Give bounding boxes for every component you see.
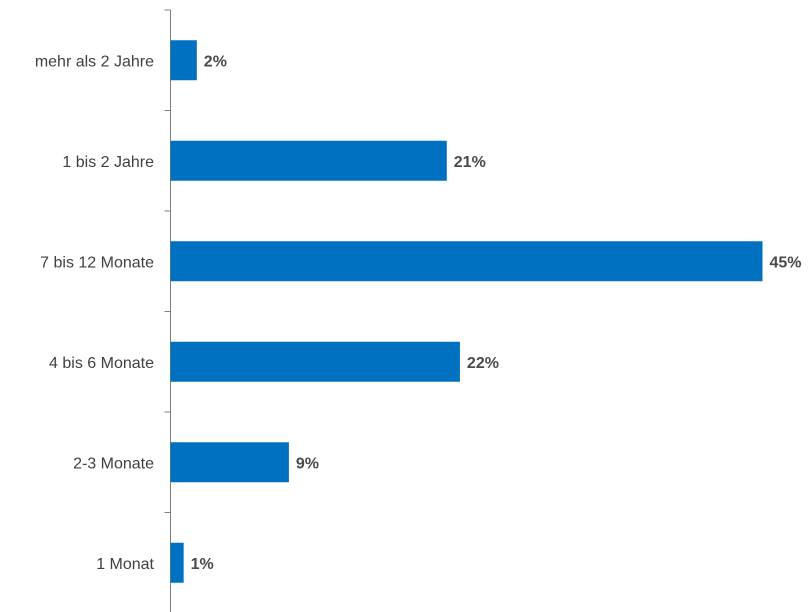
category-label: 2-3 Monate: [73, 455, 154, 472]
bar-series: [170, 40, 763, 583]
bar: [170, 241, 763, 282]
data-label: 9%: [296, 455, 319, 472]
bar: [170, 442, 289, 483]
bar: [170, 140, 447, 181]
bar: [170, 341, 460, 382]
bar: [170, 40, 197, 81]
category-label: mehr als 2 Jahre: [35, 53, 154, 70]
data-label: 45%: [770, 254, 802, 271]
category-label: 1 Monat: [96, 556, 154, 573]
data-label: 22%: [467, 355, 499, 372]
value-labels: 2% 21% 45% 22% 9% 1%: [191, 53, 802, 573]
category-label: 7 bis 12 Monate: [40, 254, 154, 271]
data-label: 2%: [204, 53, 227, 70]
data-label: 21%: [454, 154, 486, 171]
data-label: 1%: [191, 556, 214, 573]
category-label: 4 bis 6 Monate: [49, 355, 154, 372]
bar: [170, 542, 184, 583]
category-labels: mehr als 2 Jahre 1 bis 2 Jahre 7 bis 12 Mo…: [35, 53, 155, 573]
axis-ticks: [164, 9, 171, 513]
category-label: 1 bis 2 Jahre: [62, 154, 154, 171]
